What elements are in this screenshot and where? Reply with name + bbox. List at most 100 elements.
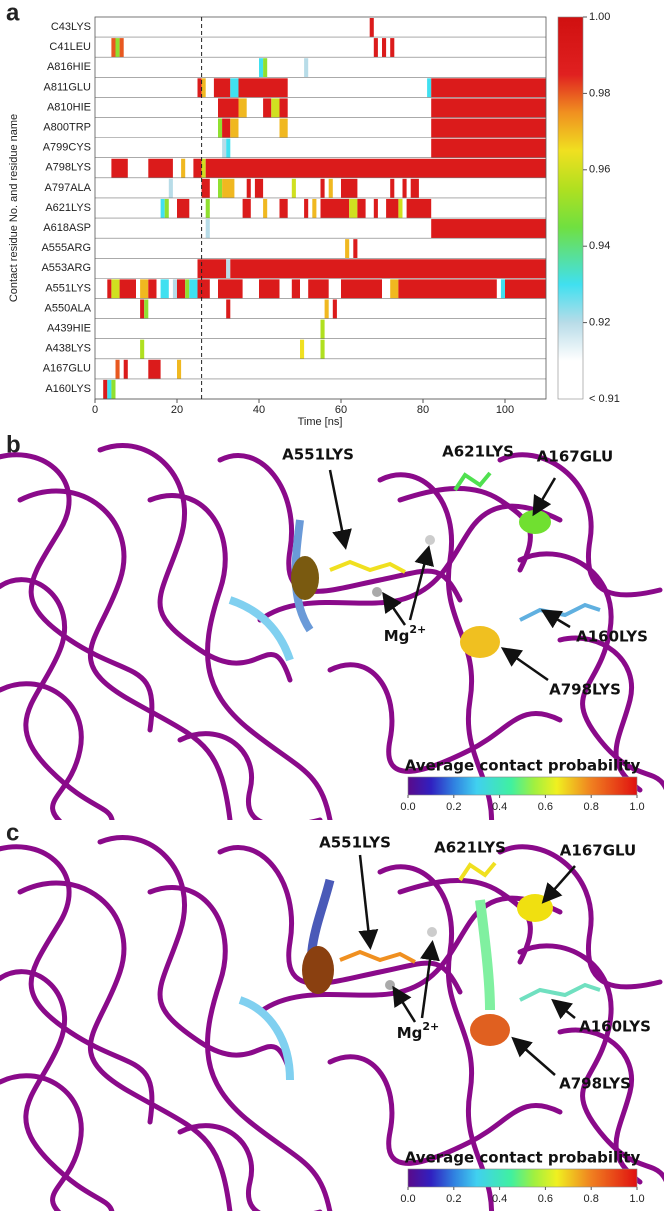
segment [259, 279, 280, 298]
colorbar-tick-label: 0.8 [584, 801, 599, 813]
segment [222, 179, 234, 198]
segment [148, 279, 156, 298]
y-tick-label: C43LYS [51, 21, 91, 33]
y-tick-label: A799CYS [43, 142, 91, 154]
y-tick-label: A810HIE [47, 101, 91, 113]
y-tick-label: A160LYS [45, 383, 91, 395]
segment [501, 279, 505, 298]
segment [259, 58, 263, 77]
segment [230, 119, 238, 138]
ion: Mg [384, 627, 410, 645]
segment [214, 78, 230, 97]
x-tick-label: 60 [335, 404, 347, 416]
segment [173, 279, 177, 298]
segment [107, 380, 111, 399]
residue-label: A798LYS [549, 681, 621, 699]
segment [198, 78, 202, 97]
segment [329, 179, 333, 198]
y-tick-label: A555ARG [41, 242, 91, 254]
residue-label: A798LYS [559, 1075, 631, 1093]
segment [280, 199, 288, 218]
segment [181, 159, 185, 178]
ion-charge: 2+ [422, 1020, 439, 1033]
segment [140, 340, 144, 359]
segment [280, 98, 288, 117]
segment [161, 199, 165, 218]
segment [349, 199, 357, 218]
segment [431, 139, 546, 158]
colorbar [408, 1169, 637, 1187]
segment [247, 179, 251, 198]
y-tick-label: A550ALA [45, 302, 92, 314]
colorbar-tick-label: 0.6 [538, 1193, 553, 1205]
x-tick-label: 0 [92, 404, 98, 416]
y-tick-label: A167GLU [43, 363, 91, 375]
segment [111, 159, 127, 178]
colorbar-tick-label: 0.0 [400, 1193, 415, 1205]
segment [292, 179, 296, 198]
panel-letter: c [6, 819, 19, 846]
ion-charge: 2+ [409, 623, 426, 636]
colorbar-tick-label: 0.96 [589, 164, 610, 176]
segment [239, 78, 288, 97]
segment [325, 299, 329, 318]
y-tick-label: A553ARG [41, 262, 91, 274]
segment [111, 38, 115, 57]
segment [370, 18, 374, 37]
segment [148, 360, 160, 379]
colorbar-tick-label: 0.8 [584, 1193, 599, 1205]
colorbar-tick-label: 1.0 [629, 801, 644, 813]
segment [263, 58, 267, 77]
segment [169, 179, 173, 198]
segment [107, 279, 111, 298]
ion-label: Mg2+ [384, 623, 427, 645]
segment [218, 279, 243, 298]
y-tick-label: C41LEU [49, 41, 91, 53]
segment [226, 259, 230, 278]
segment [431, 219, 546, 238]
y-tick-label: A797ALA [45, 182, 92, 194]
segment [431, 119, 546, 138]
segment [292, 279, 300, 298]
segment [386, 199, 398, 218]
residue-label: A160LYS [579, 1018, 651, 1036]
segment [222, 139, 226, 158]
segment [304, 199, 308, 218]
residue-label: A551LYS [282, 446, 354, 464]
colorbar-tick-label: 0.6 [538, 801, 553, 813]
segment [165, 199, 169, 218]
segment [374, 38, 378, 57]
segment [140, 279, 148, 298]
segment [140, 299, 144, 318]
residue-label: A551LYS [319, 834, 391, 852]
segment [111, 279, 119, 298]
segment [255, 179, 263, 198]
residue-label: A167GLU [537, 448, 613, 466]
segment [243, 199, 251, 218]
segment [144, 299, 148, 318]
segment [431, 98, 546, 117]
residue-label: A621LYS [442, 443, 514, 461]
x-tick-label: 100 [496, 404, 514, 416]
segment [103, 380, 107, 399]
segment [226, 139, 230, 158]
segment [202, 179, 210, 198]
segment [222, 119, 230, 138]
y-tick-label: A551LYS [45, 282, 91, 294]
residue-label: A621LYS [434, 839, 506, 857]
segment [353, 239, 357, 258]
colorbar [408, 777, 637, 795]
segment [403, 179, 407, 198]
segment [357, 199, 365, 218]
segment [390, 38, 394, 57]
x-tick-label: 20 [171, 404, 183, 416]
segment [120, 279, 136, 298]
segment [390, 179, 394, 198]
segment [304, 58, 308, 77]
colorbar-tick-label: 0.94 [589, 240, 610, 252]
colorbar-tick-label: 1.00 [589, 11, 610, 23]
segment [230, 259, 546, 278]
segment [407, 199, 432, 218]
segment [321, 199, 350, 218]
